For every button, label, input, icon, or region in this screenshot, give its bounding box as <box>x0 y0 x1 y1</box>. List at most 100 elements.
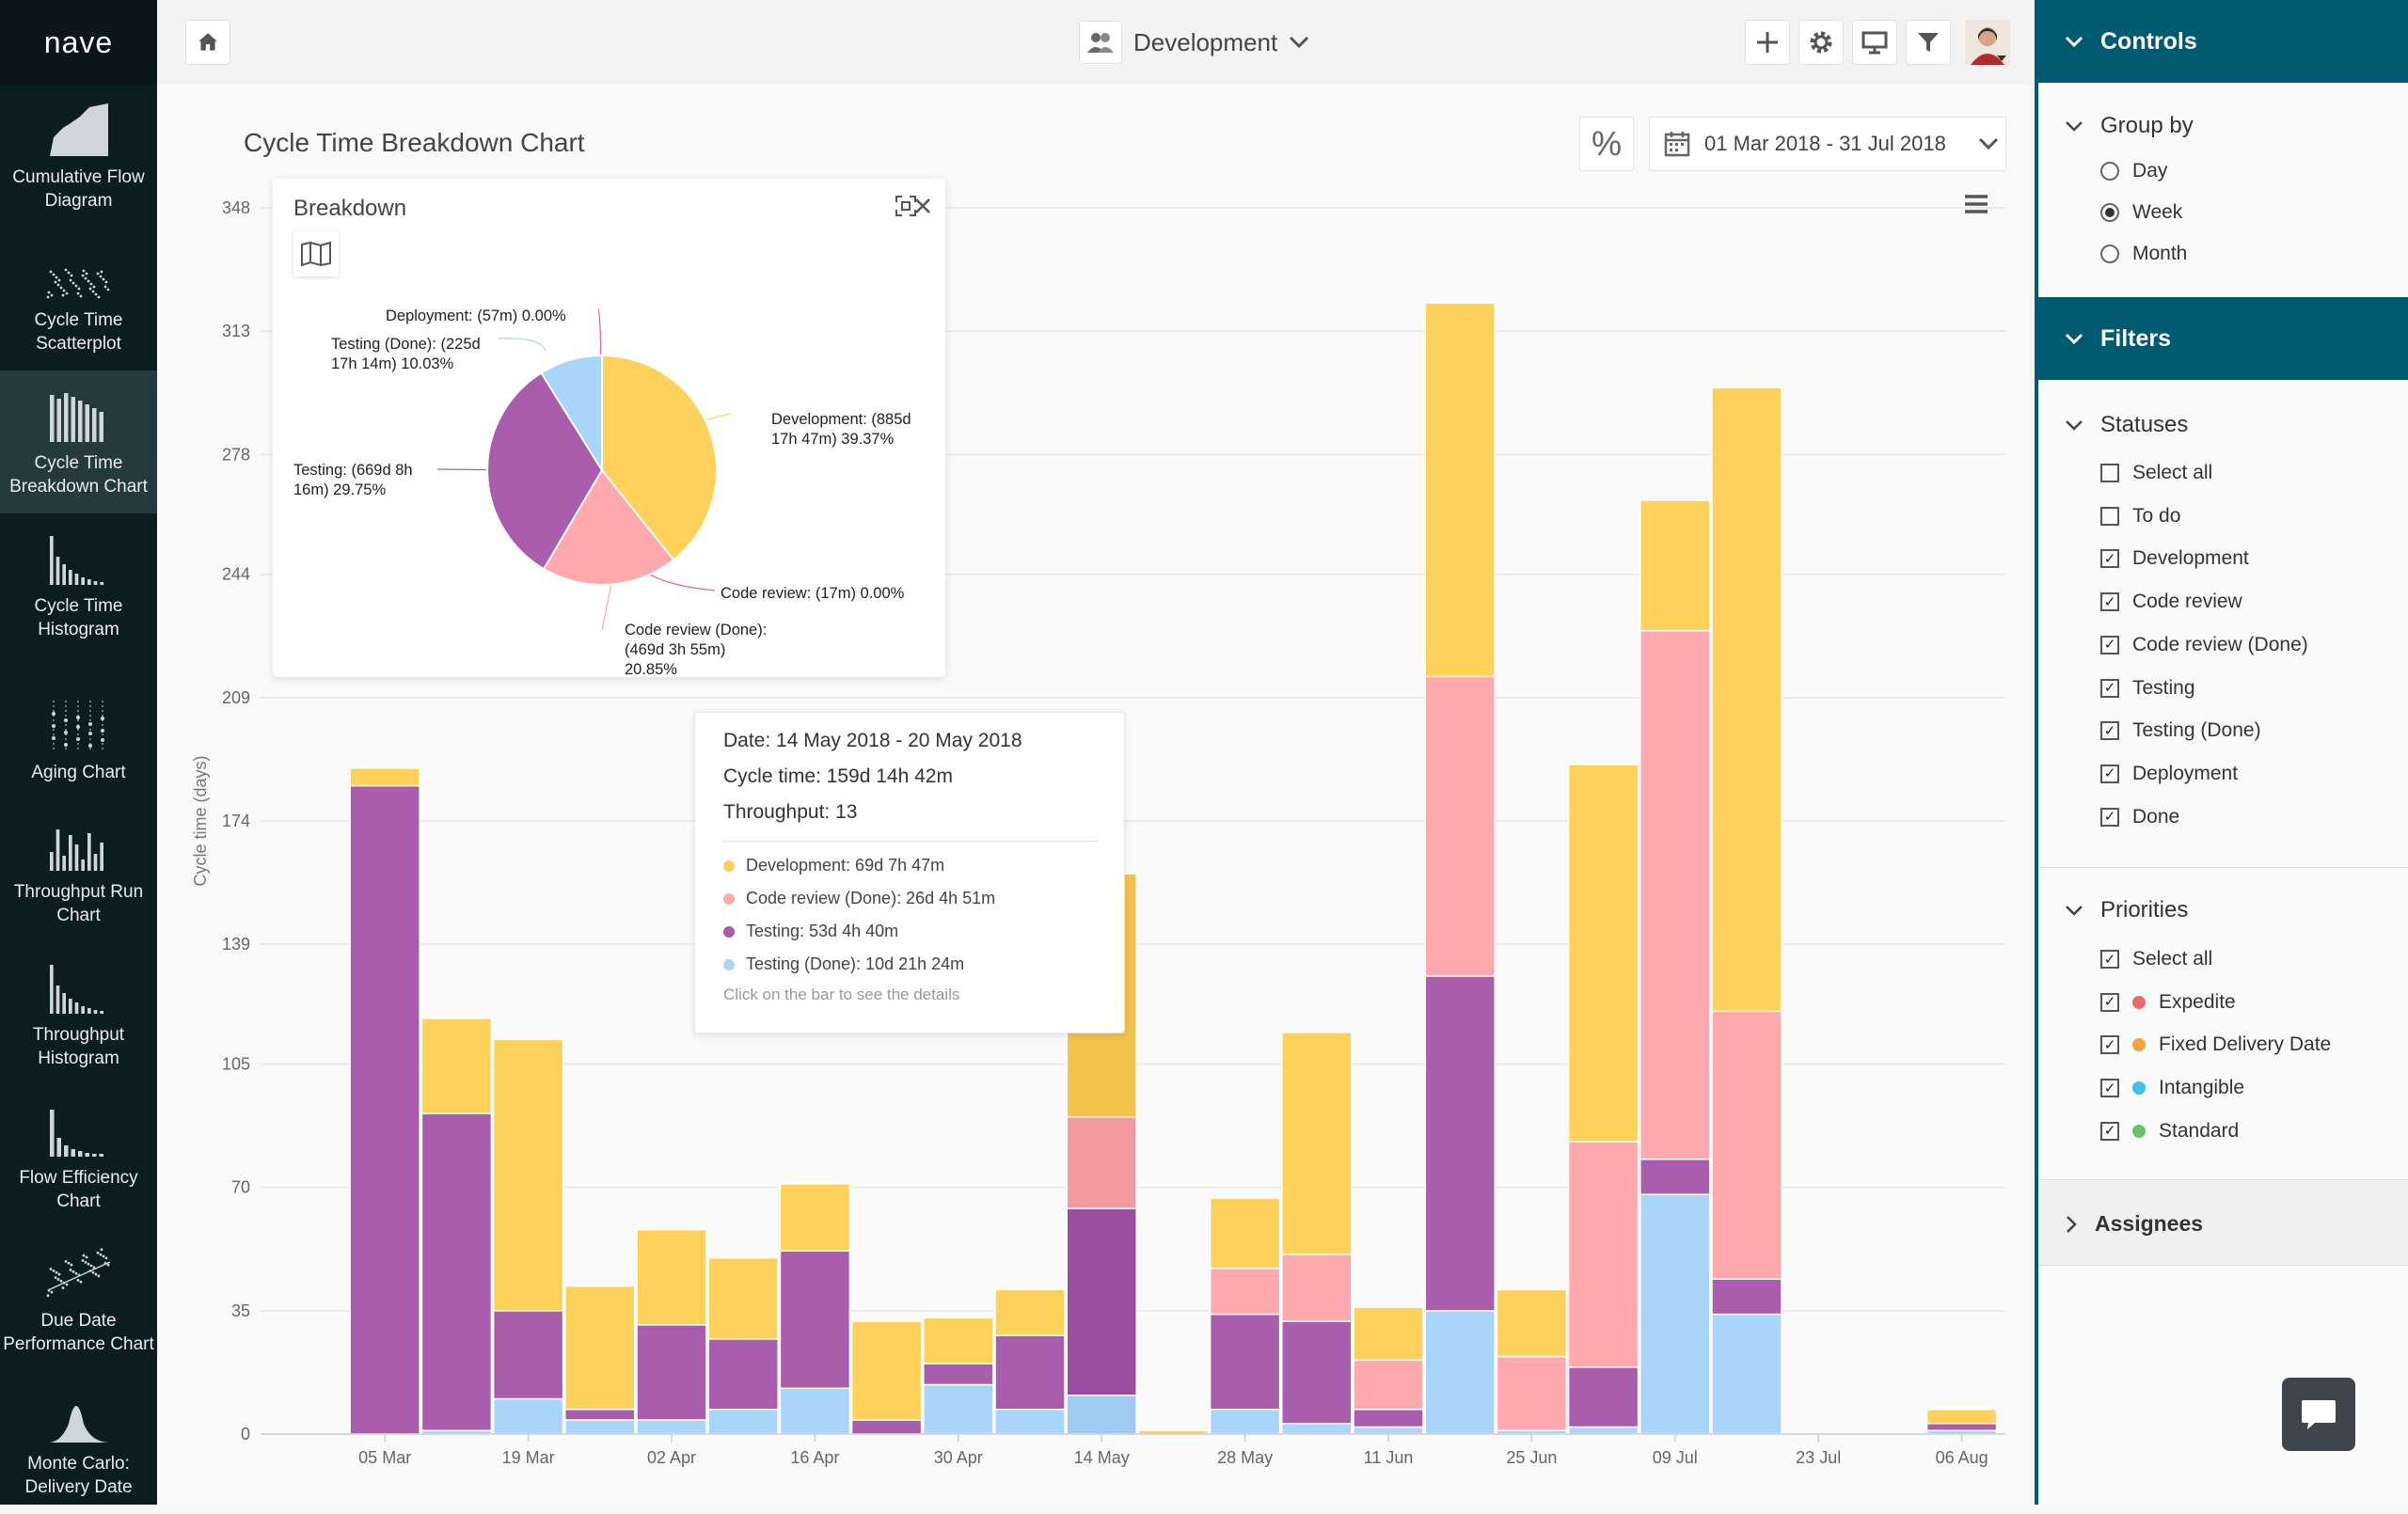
percent-toggle-button[interactable]: % <box>1579 117 1634 171</box>
bar-segment[interactable] <box>636 1324 707 1421</box>
bar-segment[interactable] <box>1424 675 1496 977</box>
status-filter-item[interactable]: ✓ Code review <box>2100 591 2242 613</box>
bar-segment[interactable] <box>1424 975 1496 1312</box>
bar-segment[interactable] <box>564 1409 636 1421</box>
bar-segment[interactable] <box>1424 302 1496 678</box>
bar-segment[interactable] <box>779 1250 851 1390</box>
team-selector[interactable]: Development <box>1079 21 1309 64</box>
nav-item-run-chart[interactable]: Throughput Run Chart <box>0 799 157 942</box>
group-by-header[interactable]: Group by <box>2065 113 2194 139</box>
bar-segment[interactable] <box>1353 1306 1424 1362</box>
priority-filter-item[interactable]: ✓ Intangible <box>2100 1077 2244 1099</box>
bar-segment[interactable] <box>564 1419 636 1435</box>
nav-item-monte-carlo[interactable]: Monte Carlo: Delivery Date <box>0 1371 157 1514</box>
bar-segment[interactable] <box>1066 1395 1137 1435</box>
bar-segment[interactable] <box>349 784 420 1435</box>
checkbox[interactable]: ✓ <box>2100 807 2119 827</box>
status-filter-item[interactable]: ✓ Testing <box>2100 677 2195 700</box>
bar-segment[interactable] <box>1281 1423 1353 1435</box>
checkbox[interactable]: ✓ <box>2100 549 2119 569</box>
close-button[interactable] <box>911 194 935 218</box>
bar-segment[interactable] <box>707 1256 779 1340</box>
bar-segment[interactable] <box>1711 1313 1782 1435</box>
checkbox[interactable] <box>2100 464 2119 482</box>
checkbox[interactable] <box>2100 506 2119 526</box>
status-filter-item[interactable]: ✓ Deployment <box>2100 763 2238 785</box>
bar-segment[interactable] <box>492 1038 564 1312</box>
settings-button[interactable] <box>1798 20 1844 65</box>
present-button[interactable] <box>1852 20 1897 65</box>
bar-segment[interactable] <box>1281 1032 1353 1255</box>
status-filter-item[interactable]: ✓ Testing (Done) <box>2100 719 2261 742</box>
group-by-option-month[interactable]: Month <box>2100 243 2187 265</box>
bar-segment[interactable] <box>707 1409 779 1435</box>
status-filter-item[interactable]: ✓ Done <box>2100 806 2179 828</box>
nav-item-histogram[interactable]: Cycle Time Histogram <box>0 513 157 656</box>
priority-filter-item[interactable]: ✓ Standard <box>2100 1120 2239 1143</box>
checkbox[interactable]: ✓ <box>2100 950 2119 969</box>
nav-item-flow-efficiency[interactable]: Flow Efficiency Chart <box>0 1085 157 1228</box>
status-filter-item[interactable]: ✓ Code review (Done) <box>2100 634 2308 656</box>
bar-segment[interactable] <box>1066 1207 1137 1396</box>
bar-segment[interactable] <box>1066 1116 1137 1209</box>
bar-segment[interactable] <box>1567 764 1640 1143</box>
bar-segment[interactable] <box>1424 1310 1496 1435</box>
checkbox[interactable]: ✓ <box>2100 592 2119 612</box>
status-filter-item[interactable]: To do <box>2100 505 2180 528</box>
checkbox[interactable]: ✓ <box>2100 1121 2119 1141</box>
bar-segment[interactable] <box>1209 1313 1281 1411</box>
bar-segment[interactable] <box>707 1338 779 1411</box>
bar-segment[interactable] <box>1711 386 1782 1013</box>
nav-item-due-date[interactable]: Due Date Performance Chart <box>0 1228 157 1371</box>
checkbox[interactable]: ✓ <box>2100 635 2119 654</box>
bar-segment[interactable] <box>1353 1359 1424 1411</box>
bar-segment[interactable] <box>994 1334 1066 1411</box>
bar-segment[interactable] <box>1640 1158 1711 1195</box>
bar-segment[interactable] <box>1925 1423 1998 1432</box>
bar-segment[interactable] <box>1209 1268 1281 1316</box>
checkbox[interactable]: ✓ <box>2100 764 2119 783</box>
bar-segment[interactable] <box>1353 1426 1424 1435</box>
nav-item-aging[interactable]: Aging Chart <box>0 656 157 799</box>
priorities-header[interactable]: Priorities <box>2065 897 2188 923</box>
bar-segment[interactable] <box>1353 1409 1424 1428</box>
bar-segment[interactable] <box>1640 629 1711 1160</box>
priority-filter-item[interactable]: ✓ Select all <box>2100 948 2212 970</box>
add-button[interactable] <box>1745 20 1790 65</box>
bar-segment[interactable] <box>636 1228 707 1326</box>
statuses-header[interactable]: Statuses <box>2065 412 2188 438</box>
expand-button[interactable] <box>894 194 918 218</box>
controls-header[interactable]: Controls <box>2038 0 2408 83</box>
bar-segment[interactable] <box>1711 1010 1782 1280</box>
chat-button[interactable] <box>2282 1378 2355 1451</box>
bar-segment[interactable] <box>420 1112 493 1432</box>
nav-item-breakdown[interactable]: Cycle Time Breakdown Chart <box>0 371 157 513</box>
status-filter-item[interactable]: Select all <box>2100 462 2212 484</box>
date-range-picker[interactable]: 01 Mar 2018 - 31 Jul 2018 <box>1649 117 2006 171</box>
bar-segment[interactable] <box>1209 1409 1281 1435</box>
nav-item-cfd[interactable]: Cumulative Flow Diagram <box>0 85 157 228</box>
filter-button[interactable] <box>1906 20 1951 65</box>
bar-segment[interactable] <box>492 1397 564 1435</box>
bar-segment[interactable] <box>779 1387 851 1435</box>
bar-segment[interactable] <box>1281 1320 1353 1425</box>
bar-segment[interactable] <box>1209 1197 1281 1270</box>
bar-segment[interactable] <box>1567 1366 1640 1428</box>
user-avatar[interactable] <box>1965 20 2010 65</box>
checkbox[interactable]: ✓ <box>2100 721 2119 741</box>
radio-button[interactable] <box>2100 244 2119 263</box>
assignees-header[interactable]: Assignees <box>2065 1211 2203 1237</box>
bar-segment[interactable] <box>779 1183 851 1252</box>
bar-segment[interactable] <box>1496 1355 1568 1432</box>
radio-button[interactable] <box>2100 203 2119 222</box>
bar-segment[interactable] <box>850 1320 923 1421</box>
priority-filter-item[interactable]: ✓ Expedite <box>2100 991 2236 1014</box>
checkbox[interactable]: ✓ <box>2100 992 2119 1012</box>
bar-segment[interactable] <box>1640 499 1711 632</box>
bar-segment[interactable] <box>850 1419 923 1435</box>
home-button[interactable] <box>185 20 230 65</box>
nav-item-throughput-histogram[interactable]: Throughput Histogram <box>0 942 157 1085</box>
filters-header[interactable]: Filters <box>2038 297 2408 380</box>
group-by-option-week[interactable]: Week <box>2100 201 2182 224</box>
group-by-option-day[interactable]: Day <box>2100 160 2167 182</box>
